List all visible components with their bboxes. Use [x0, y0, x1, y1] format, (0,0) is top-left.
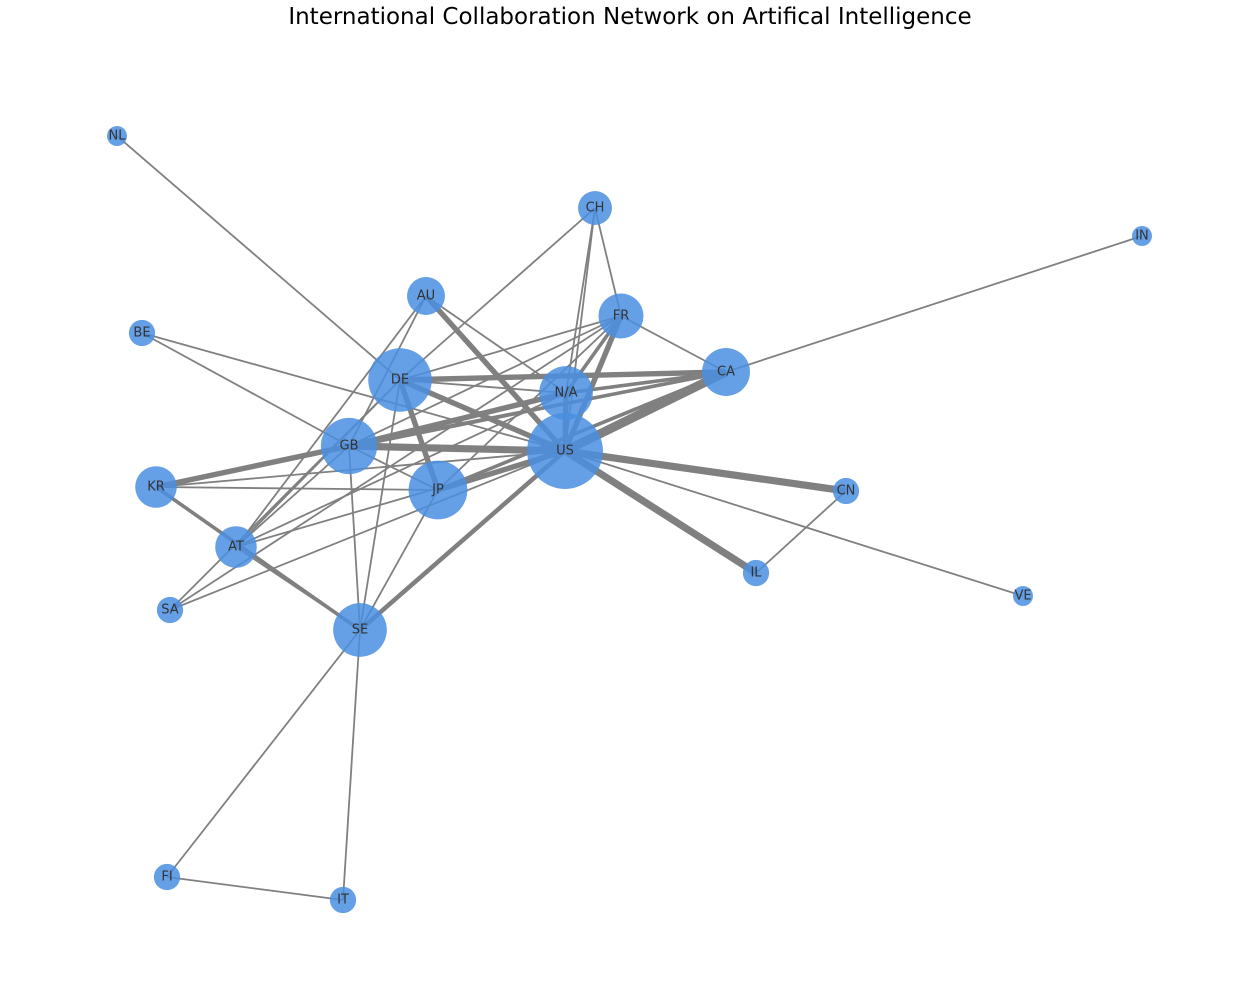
node-circle — [407, 277, 445, 315]
edge-us-ve — [564, 450, 1024, 597]
node-label: NL — [109, 129, 127, 144]
edge-us-se — [358, 449, 567, 632]
node-it: IT — [329, 886, 357, 914]
node-label: AT — [228, 540, 244, 555]
node-circle — [578, 191, 612, 225]
node-in: IN — [1132, 226, 1152, 246]
node-circle — [128, 319, 156, 347]
node-au: AU — [407, 277, 445, 315]
edge-jp-fr — [437, 315, 622, 491]
edge-us-cn — [564, 447, 847, 495]
node-label: FR — [613, 309, 630, 324]
edge-n-a-au — [425, 295, 567, 394]
node-label: CN — [837, 484, 856, 499]
node-sa: SA — [156, 596, 184, 624]
node-label: IN — [1135, 229, 1149, 244]
node-ve: VE — [1013, 586, 1033, 606]
node-label: VE — [1014, 589, 1031, 604]
edge-de-se — [359, 379, 401, 631]
node-label: JP — [431, 483, 444, 498]
node-label: IL — [750, 566, 762, 581]
node-label: N/A — [555, 386, 578, 401]
node-us: US — [527, 413, 603, 489]
node-circle — [153, 863, 181, 891]
node-circle — [368, 348, 432, 412]
edge-se-fi — [166, 629, 361, 878]
node-circle — [832, 477, 860, 505]
node-circle — [702, 348, 750, 396]
edge-at-n-a — [235, 392, 567, 548]
edge-layer — [116, 135, 1143, 901]
node-label: DE — [391, 373, 409, 388]
node-label: KR — [147, 480, 165, 495]
node-de: DE — [368, 348, 432, 412]
edge-gb-fr — [348, 315, 622, 447]
node-label: US — [556, 444, 574, 459]
node-circle — [527, 413, 603, 489]
node-label: FI — [161, 870, 172, 885]
node-circle — [107, 126, 127, 146]
node-label: CH — [586, 201, 605, 216]
node-label: AU — [417, 289, 435, 304]
edge-jp-kr — [155, 486, 439, 491]
node-nl: NL — [107, 126, 127, 146]
node-kr: KR — [135, 466, 177, 508]
edge-cn-il — [755, 490, 847, 574]
edge-de-sa — [169, 379, 401, 611]
node-circle — [320, 417, 378, 475]
node-be: BE — [128, 319, 156, 347]
chart-title: International Collaboration Network on A… — [288, 4, 972, 30]
node-label: CA — [717, 365, 735, 380]
node-gb: GB — [320, 417, 378, 475]
node-n-a: N/A — [539, 366, 593, 420]
edge-se-it — [342, 629, 361, 901]
node-circle — [215, 526, 257, 568]
edge-us-sa — [169, 450, 566, 611]
node-label: GB — [340, 439, 359, 454]
node-circle — [408, 460, 468, 520]
edge-at-au — [235, 295, 427, 548]
edge-n-a-ca — [565, 370, 727, 395]
node-circle — [539, 366, 593, 420]
edge-de-fr — [399, 315, 622, 381]
edge-fi-it — [166, 876, 344, 901]
edge-gb-be — [141, 332, 350, 447]
node-circle — [329, 886, 357, 914]
node-circle — [1132, 226, 1152, 246]
node-ca: CA — [702, 348, 750, 396]
node-at: AT — [215, 526, 257, 568]
node-circle — [742, 559, 770, 587]
node-circle — [1013, 586, 1033, 606]
edge-gb-se — [348, 445, 361, 631]
edge-de-ch — [399, 207, 596, 381]
edge-de-nl — [116, 135, 401, 381]
node-label: SA — [161, 603, 178, 618]
node-label: IT — [337, 893, 349, 908]
node-layer: US DE N/A JP GB SE CA FR KR AT AU CH CN IL BE SA FI IT NL I… — [107, 126, 1152, 914]
node-cn: CN — [832, 477, 860, 505]
node-label: SE — [352, 623, 368, 638]
node-fr: FR — [598, 293, 644, 339]
node-circle — [135, 466, 177, 508]
node-jp: JP — [408, 460, 468, 520]
node-ch: CH — [578, 191, 612, 225]
node-circle — [333, 603, 387, 657]
node-label: BE — [133, 326, 150, 341]
node-circle — [598, 293, 644, 339]
node-circle — [156, 596, 184, 624]
node-se: SE — [333, 603, 387, 657]
node-il: IL — [742, 559, 770, 587]
edge-ca-in — [725, 235, 1143, 373]
node-fi: FI — [153, 863, 181, 891]
edge-n-a-ch — [565, 207, 596, 394]
edge-kr-ca — [155, 371, 727, 488]
